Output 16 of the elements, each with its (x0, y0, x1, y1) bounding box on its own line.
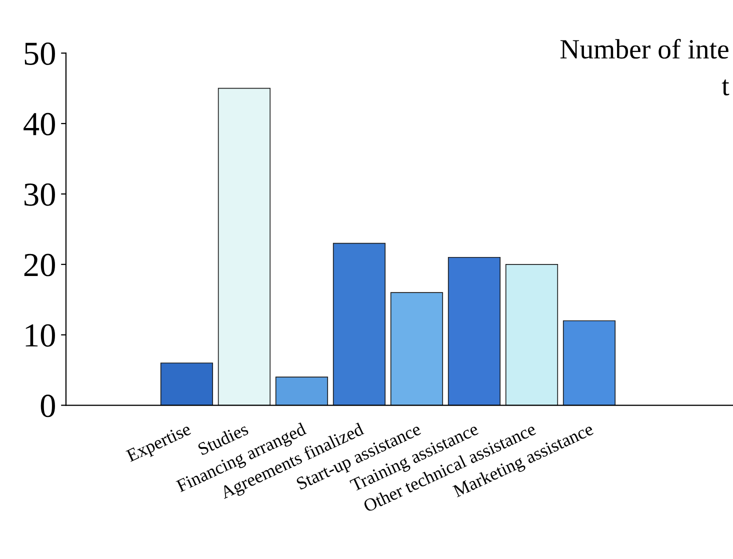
y-tick-label: 30 (24, 183, 55, 206)
y-tick-label: 20 (24, 254, 55, 276)
y-tick-label: 50 (24, 42, 55, 65)
chart-title: Number of inte t (560, 38, 730, 96)
bar (275, 376, 328, 406)
y-tick-label: 10 (26, 324, 55, 347)
bar (562, 320, 616, 406)
bar (160, 362, 214, 406)
bar (332, 242, 386, 406)
bar (505, 264, 558, 406)
y-tick-label: 40 (24, 112, 55, 136)
bar (448, 256, 501, 406)
bar (390, 292, 444, 406)
bar (218, 88, 271, 406)
y-tick-label: 0 (40, 394, 55, 418)
x-tick-label: Studies (197, 422, 250, 456)
